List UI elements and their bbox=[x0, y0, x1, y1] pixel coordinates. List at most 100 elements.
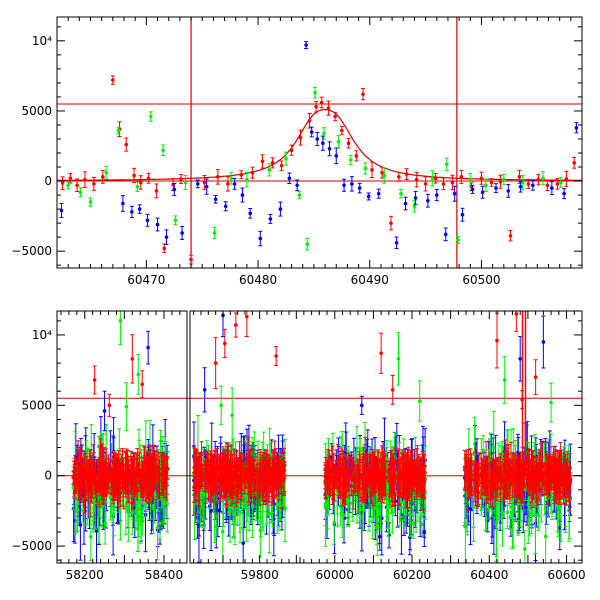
green-data-point bbox=[526, 502, 531, 507]
top-frame bbox=[56, 16, 583, 269]
blue-data-point bbox=[121, 201, 125, 206]
top-light-curve-panel: 60470 60480 60490 60500 −5000 0 5000 10⁴ bbox=[11, 16, 583, 287]
red-data-point bbox=[536, 177, 541, 182]
green-data-point bbox=[481, 448, 485, 453]
green-data-point bbox=[550, 497, 554, 501]
blue-data-point bbox=[531, 183, 535, 188]
blue-data-point bbox=[213, 197, 218, 202]
red-data-point bbox=[250, 170, 255, 175]
green-data-point bbox=[284, 156, 288, 161]
x-tick-label: 60500 bbox=[462, 273, 500, 287]
blue-data-point bbox=[315, 137, 320, 141]
x-tick-label: 60470 bbox=[127, 273, 165, 287]
red-data-point bbox=[60, 181, 65, 185]
red-data-point bbox=[479, 176, 484, 181]
green-data-point bbox=[494, 522, 499, 527]
red-data-point bbox=[517, 175, 522, 179]
green-data-point bbox=[463, 524, 468, 529]
green-data-point bbox=[155, 525, 160, 530]
green-data-point bbox=[297, 193, 302, 197]
red-data-point bbox=[202, 180, 207, 185]
green-data-point bbox=[238, 510, 242, 515]
red-data-point bbox=[441, 182, 446, 186]
red-data-point bbox=[298, 135, 303, 140]
green-data-point bbox=[92, 498, 97, 502]
red-data-point bbox=[380, 170, 384, 175]
blue-data-point bbox=[195, 182, 200, 186]
green-data-point bbox=[165, 501, 170, 506]
green-data-point bbox=[305, 242, 310, 246]
red-data-point bbox=[111, 78, 115, 82]
blue-data-point bbox=[295, 183, 299, 188]
blue-data-point bbox=[506, 189, 511, 193]
red-data-point bbox=[572, 161, 576, 165]
blue-data-point bbox=[172, 187, 177, 192]
blue-data-point bbox=[357, 186, 362, 190]
blue-data-point bbox=[223, 204, 228, 209]
y-tick-label: 10⁴ bbox=[32, 34, 52, 48]
blue-data-point bbox=[452, 191, 457, 196]
y-tick-label: 5000 bbox=[21, 104, 52, 118]
green-data-point bbox=[183, 180, 188, 185]
red-data-point bbox=[93, 488, 98, 492]
green-data-point bbox=[104, 170, 108, 175]
blue-data-point bbox=[287, 176, 292, 181]
y-tick-label: 0 bbox=[44, 174, 52, 188]
blue-data-point bbox=[248, 211, 253, 216]
x-tick-label: 60480 bbox=[239, 273, 277, 287]
red-data-point bbox=[68, 176, 73, 181]
green-data-point bbox=[212, 231, 217, 235]
blue-data-point bbox=[94, 529, 99, 533]
green-data-point bbox=[471, 505, 476, 509]
green-data-point bbox=[313, 90, 317, 95]
red-data-point bbox=[162, 246, 167, 251]
blue-data-point bbox=[376, 191, 381, 196]
green-data-point bbox=[66, 183, 70, 188]
red-data-point bbox=[100, 175, 105, 179]
blue-data-point bbox=[59, 208, 64, 213]
green-data-point bbox=[336, 139, 341, 144]
green-data-point bbox=[456, 238, 460, 242]
red-data-point bbox=[508, 233, 513, 238]
red-data-point bbox=[346, 141, 351, 146]
red-data-point bbox=[397, 175, 401, 179]
red-data-point bbox=[80, 462, 84, 467]
red-data-point bbox=[564, 177, 569, 181]
green-data-point bbox=[430, 176, 435, 181]
model-curve bbox=[57, 109, 582, 181]
blue-data-point bbox=[518, 184, 523, 189]
green-data-point bbox=[363, 166, 368, 171]
red-data-point bbox=[270, 161, 275, 165]
green-data-point bbox=[412, 204, 417, 209]
blue-data-point bbox=[550, 186, 554, 190]
blue-data-point bbox=[145, 218, 150, 223]
blue-data-point bbox=[232, 182, 237, 186]
green-data-point bbox=[541, 176, 545, 181]
red-data-point bbox=[333, 114, 337, 119]
red-data-point bbox=[319, 100, 324, 105]
green-data-point bbox=[245, 177, 249, 182]
blue-data-point bbox=[468, 506, 473, 511]
red-data-point bbox=[433, 176, 438, 181]
red-data-point bbox=[450, 180, 455, 185]
red-data-point bbox=[354, 154, 359, 158]
red-data-point bbox=[526, 182, 531, 186]
blue-data-point bbox=[494, 186, 498, 190]
green-data-point bbox=[420, 522, 424, 527]
green-data-point bbox=[244, 501, 249, 506]
blue-data-point bbox=[309, 130, 314, 134]
blue-data-point bbox=[480, 190, 485, 195]
blue-data-point bbox=[209, 509, 213, 513]
green-data-point bbox=[382, 173, 387, 178]
red-data-point bbox=[260, 159, 265, 164]
red-data-point bbox=[545, 183, 550, 188]
blue-data-point bbox=[180, 231, 184, 235]
green-data-point bbox=[267, 168, 272, 172]
green-data-point bbox=[173, 218, 178, 223]
green-data-point bbox=[348, 158, 353, 162]
blue-data-point bbox=[394, 240, 399, 245]
green-data-point bbox=[100, 504, 105, 509]
red-data-point bbox=[129, 463, 133, 468]
red-data-point bbox=[179, 177, 183, 181]
